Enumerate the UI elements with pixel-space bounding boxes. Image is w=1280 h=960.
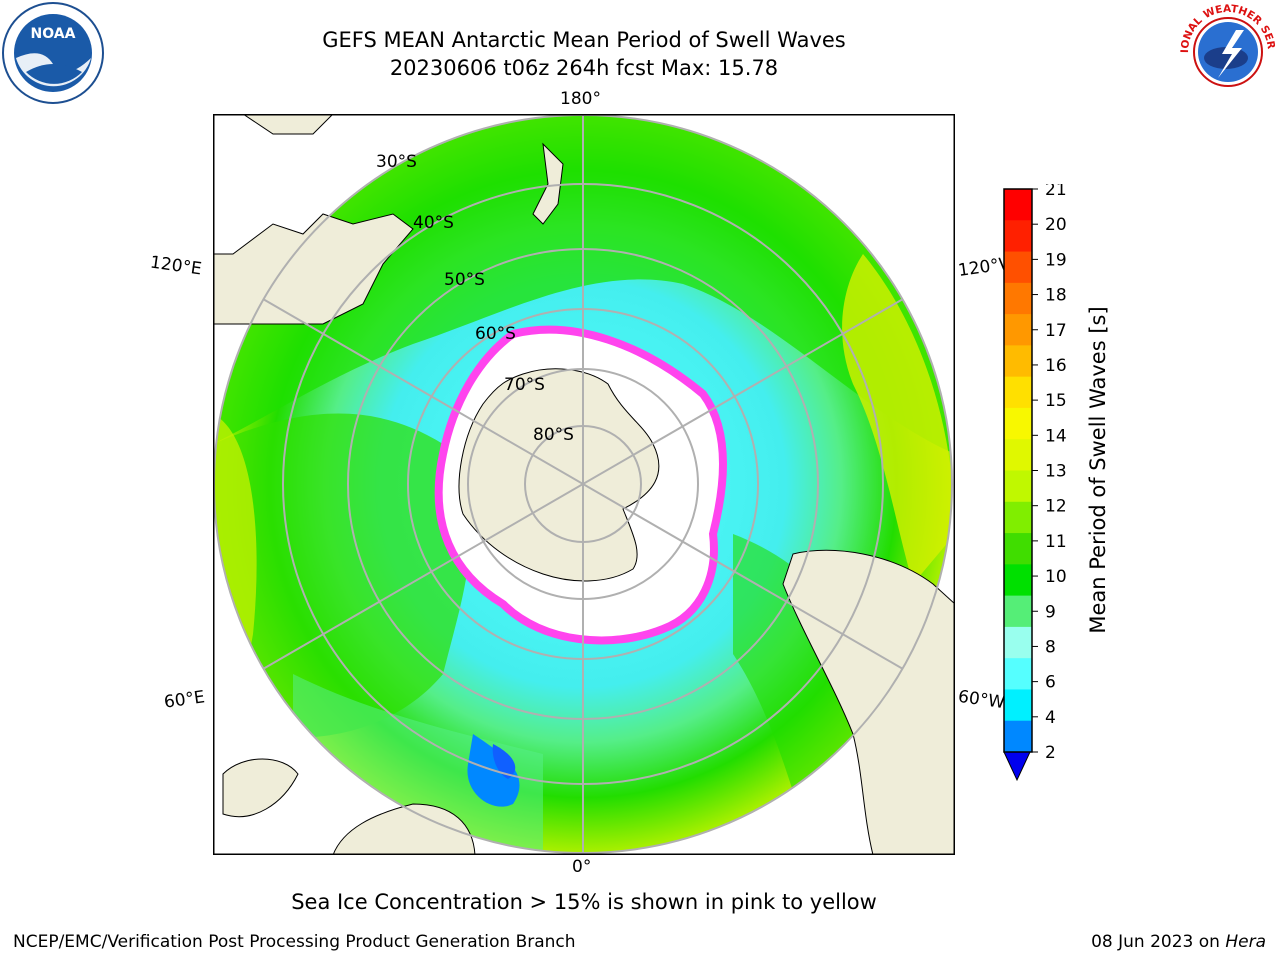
colorbar-tick-label: 17 <box>1045 321 1067 341</box>
footer-date-text: 08 Jun 2023 on <box>1091 932 1226 952</box>
lat-label-30s: 30°S <box>376 152 417 172</box>
land-australia <box>213 213 414 325</box>
colorbar-block <box>1004 439 1032 471</box>
colorbar-block <box>1004 470 1032 503</box>
lat-label-60s: 60°S <box>475 324 516 344</box>
colorbar-block <box>1004 345 1032 378</box>
colorbar-block <box>1004 407 1032 440</box>
colorbar-block <box>1004 533 1032 565</box>
lon-label-120e: 120°E <box>148 252 203 280</box>
colorbar-block <box>1004 626 1032 659</box>
polar-map <box>213 114 955 855</box>
chart-title: GEFS MEAN Antarctic Mean Period of Swell… <box>322 28 846 52</box>
colorbar-block <box>1004 564 1032 597</box>
colorbar-tick-label: 8 <box>1045 637 1056 657</box>
colorbar-block <box>1004 689 1032 722</box>
caption: Sea Ice Concentration > 15% is shown in … <box>291 890 877 914</box>
continents <box>213 114 955 855</box>
colorbar-block <box>1004 314 1032 346</box>
colorbar-tick-label: 9 <box>1045 602 1056 622</box>
footer-branch: NCEP/EMC/Verification Post Processing Pr… <box>13 932 576 952</box>
land-new-zealand <box>532 142 564 225</box>
colorbar-block <box>1004 595 1032 628</box>
lon-label-60w: 60°W <box>956 686 1007 714</box>
land-madagascar <box>222 758 299 818</box>
colorbar-tick-label: 21 <box>1045 184 1067 200</box>
colorbar-tick-label: 11 <box>1045 532 1067 552</box>
colorbar-tick-label: 20 <box>1045 215 1067 235</box>
colorbar-title: Mean Period of Swell Waves [s] <box>1086 306 1110 634</box>
colorbar-extend-arrow <box>1003 751 1031 782</box>
colorbar-tick-label: 12 <box>1045 497 1067 517</box>
colorbar-block <box>1004 220 1032 253</box>
colorbar-tick-label: 13 <box>1045 462 1067 482</box>
colorbar-tick-label: 16 <box>1045 356 1067 376</box>
land-africa-top <box>213 114 334 135</box>
chart-subtitle: 20230606 t06z 264h fcst Max: 15.78 <box>389 56 779 80</box>
colorbar-tick-label: 2 <box>1045 743 1056 763</box>
nws-logo: NATIONAL WEATHER SERVICE <box>1178 2 1277 101</box>
colorbar-tick-label: 15 <box>1045 391 1067 411</box>
footer-date: 08 Jun 2023 on Hera <box>1091 932 1266 952</box>
noaa-logo-text: NOAA <box>31 26 76 42</box>
colorbar-block <box>1004 658 1032 690</box>
lat-label-70s: 70°S <box>504 375 545 395</box>
noaa-logo: NOAA <box>2 2 104 104</box>
lat-label-80s: 80°S <box>533 425 574 445</box>
lon-label-60e: 60°E <box>162 687 207 713</box>
colorbar: 21 20 19 18 17 16 15 14 13 12 11 10 9 8 6 4 2 <box>1003 184 1067 782</box>
colorbar-tick-label: 18 <box>1045 286 1067 306</box>
lon-label-180: 180° <box>560 89 601 109</box>
lat-label-50s: 50°S <box>444 270 485 290</box>
colorbar-tick-label: 6 <box>1045 673 1056 693</box>
colorbar-block <box>1004 282 1032 315</box>
lon-label-0: 0° <box>572 857 592 877</box>
lat-label-40s: 40°S <box>413 213 454 233</box>
colorbar-block <box>1004 189 1032 221</box>
colorbar-tick-label: 14 <box>1045 426 1067 446</box>
colorbar-block <box>1004 251 1032 284</box>
colorbar-tick-label: 19 <box>1045 250 1067 270</box>
colorbar-tick-label: 10 <box>1045 567 1067 587</box>
footer-host: Hera <box>1225 932 1266 952</box>
land-south-america <box>782 549 955 855</box>
colorbar-block <box>1004 720 1032 753</box>
colorbar-block <box>1004 501 1032 534</box>
colorbar-tick-label: 4 <box>1045 708 1056 728</box>
colorbar-block <box>1004 376 1032 409</box>
